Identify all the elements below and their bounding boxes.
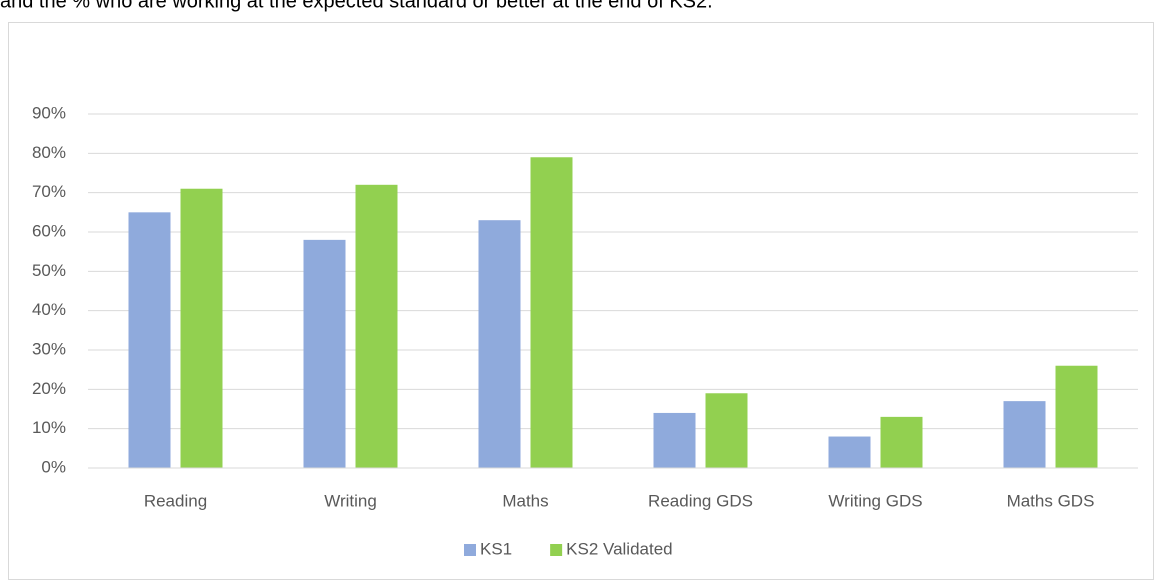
caption: and the % who are working at the expecte… [0,0,713,12]
y-tick-label: 50% [32,261,66,280]
y-tick-label: 70% [32,182,66,201]
y-tick-label: 30% [32,339,66,358]
y-tick-label: 80% [32,143,66,162]
x-tick-label: Reading GDS [648,491,753,510]
y-tick-label: 60% [32,221,66,240]
bar [478,220,521,468]
legend-label: KS1 [480,539,512,558]
bar [303,239,346,468]
x-tick-label: Maths GDS [1007,491,1095,510]
y-tick-label: 40% [32,300,66,319]
bar [705,393,748,468]
x-tick-label: Maths [502,491,548,510]
y-tick-label: 0% [41,457,66,476]
bar [180,188,223,468]
bar [128,212,171,468]
bar [1003,401,1046,468]
legend-label: KS2 Validated [566,539,672,558]
x-tick-label: Reading [144,491,207,510]
x-tick-label: Writing [324,491,377,510]
y-tick-label: 10% [32,418,66,437]
bar [828,436,871,468]
legend-swatch [464,544,476,556]
x-tick-label: Writing GDS [828,491,922,510]
y-tick-label: 90% [32,103,66,122]
bar [530,157,573,468]
bar [653,412,696,468]
legend-swatch [550,544,563,556]
bar [1055,365,1098,468]
bar [880,416,923,468]
bar [355,184,398,469]
y-tick-label: 20% [32,379,66,398]
